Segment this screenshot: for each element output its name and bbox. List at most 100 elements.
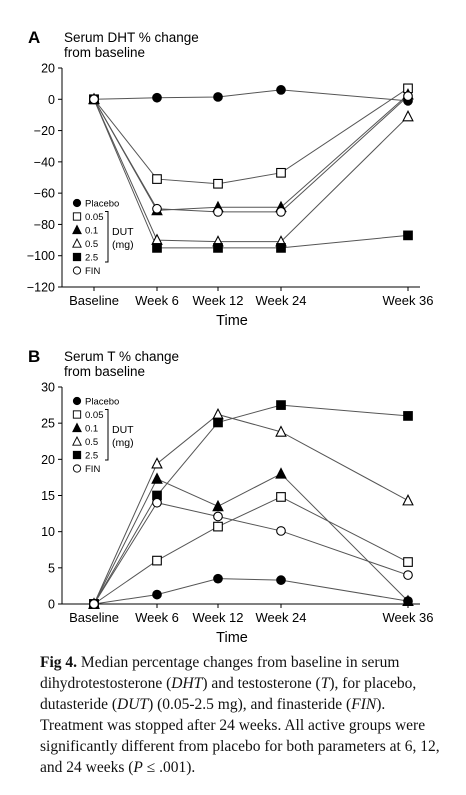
- x-tick-label: Week 6: [135, 610, 179, 625]
- legend-marker: [72, 396, 82, 406]
- data-point: [89, 94, 99, 105]
- data-point: [213, 243, 223, 253]
- legend-marker: [72, 198, 82, 208]
- y-tick-label: −80: [34, 218, 55, 232]
- legend-marker-group: [72, 422, 82, 433]
- data-point: [152, 589, 162, 600]
- caption-segment: ), for placebo, dutasteride (: [40, 675, 417, 713]
- data-point: [403, 91, 413, 102]
- legend-group-label: DUT: [112, 424, 134, 436]
- x-tick-label: Baseline: [69, 293, 119, 308]
- y-tick-label: 5: [48, 561, 55, 575]
- y-tick-label: −40: [34, 155, 55, 169]
- data-point: [212, 407, 224, 420]
- y-tick-label: −60: [34, 187, 55, 201]
- panel-label: A: [28, 28, 40, 47]
- y-tick-label: 20: [41, 62, 55, 76]
- data-point: [213, 92, 223, 102]
- data-point: [213, 207, 223, 217]
- legend-label: 0.5: [85, 437, 98, 448]
- legend-label: 0.05: [85, 212, 104, 223]
- legend-marker: [72, 237, 82, 248]
- chart-title: Serum T % change: [64, 349, 179, 364]
- caption-segment: ) and testosterone (: [202, 675, 321, 692]
- data-point: [213, 178, 223, 189]
- data-point: [152, 243, 162, 253]
- caption-label: Fig 4.: [40, 654, 78, 671]
- legend-marker-group: [72, 224, 82, 235]
- y-tick-label: 0: [48, 598, 55, 612]
- series-line: [93, 94, 409, 211]
- series-line: [93, 578, 409, 605]
- caption-segment: P: [133, 759, 143, 776]
- x-tick-label: Baseline: [69, 610, 119, 625]
- legend: Placebo 0.05 0.1 0.5 2.5 FIN DUT(mg): [72, 396, 134, 475]
- y-tick-label: 0: [48, 93, 55, 107]
- y-tick-label: 25: [41, 417, 55, 431]
- legend-marker-group: [72, 237, 82, 248]
- legend-marker: [72, 450, 82, 460]
- legend-bracket: [105, 211, 109, 263]
- chart-title: from baseline: [64, 45, 145, 60]
- y-tick-label: −20: [34, 124, 55, 138]
- series-line: [93, 404, 409, 605]
- data-point: [276, 167, 286, 178]
- legend-marker-group: [72, 410, 82, 419]
- legend-marker-group: [72, 212, 82, 221]
- legend-group-label: (mg): [112, 239, 134, 251]
- data-point: [276, 526, 286, 536]
- data-point: [403, 230, 413, 241]
- data-point: [276, 85, 286, 95]
- data-point: [152, 174, 162, 184]
- x-tick-label: Week 12: [192, 293, 243, 308]
- legend-marker: [72, 252, 82, 262]
- legend-marker: [72, 435, 82, 446]
- data-point: [276, 207, 286, 217]
- data-point: [213, 521, 223, 532]
- y-tick-label: 30: [41, 381, 55, 395]
- y-tick-label: 20: [41, 453, 55, 467]
- series-line: [93, 99, 409, 243]
- data-point: [213, 417, 223, 428]
- legend-label: Placebo: [85, 199, 119, 210]
- figure-caption: Fig 4. Median percentage changes from ba…: [40, 652, 440, 778]
- data-point: [403, 557, 413, 567]
- legend-marker: [72, 224, 82, 235]
- legend-marker-group: [72, 464, 82, 473]
- legend-marker: [72, 422, 82, 433]
- legend-label: 0.05: [85, 410, 104, 421]
- data-point: [151, 457, 163, 469]
- caption-segment: DUT: [117, 696, 149, 713]
- caption-segment: DHT: [171, 675, 203, 692]
- caption-segment: T: [320, 675, 330, 692]
- data-point: [402, 594, 414, 606]
- x-tick-label: Week 12: [192, 610, 243, 625]
- caption-segment: Median percentage changes from baseline …: [40, 654, 400, 692]
- series-line: [93, 99, 409, 249]
- data-point: [276, 243, 286, 253]
- legend-label: Placebo: [85, 397, 119, 408]
- legend-marker: [72, 266, 82, 275]
- data-point: [152, 555, 162, 566]
- x-tick-label: Week 6: [135, 293, 179, 308]
- y-tick-label: −100: [27, 249, 55, 263]
- x-tick-label: Week 24: [255, 610, 306, 625]
- series-line: [93, 473, 409, 605]
- series-line: [93, 496, 409, 605]
- caption-segment: ) (0.05-2.5 mg), and finasteride (: [148, 696, 352, 713]
- y-tick-label: 10: [41, 525, 55, 539]
- chart-title: Serum DHT % change: [64, 30, 199, 45]
- legend-marker-group: [72, 435, 82, 446]
- caption-body: Median percentage changes from baseline …: [40, 654, 440, 776]
- data-point: [402, 494, 414, 506]
- legend-marker: [72, 212, 82, 221]
- legend-marker-group: [72, 396, 82, 406]
- data-point: [213, 511, 223, 522]
- legend-label: FIN: [85, 266, 100, 277]
- legend-marker-group: [72, 266, 82, 275]
- data-point: [276, 400, 286, 410]
- y-tick-label: −120: [27, 281, 55, 295]
- data-point: [152, 497, 162, 508]
